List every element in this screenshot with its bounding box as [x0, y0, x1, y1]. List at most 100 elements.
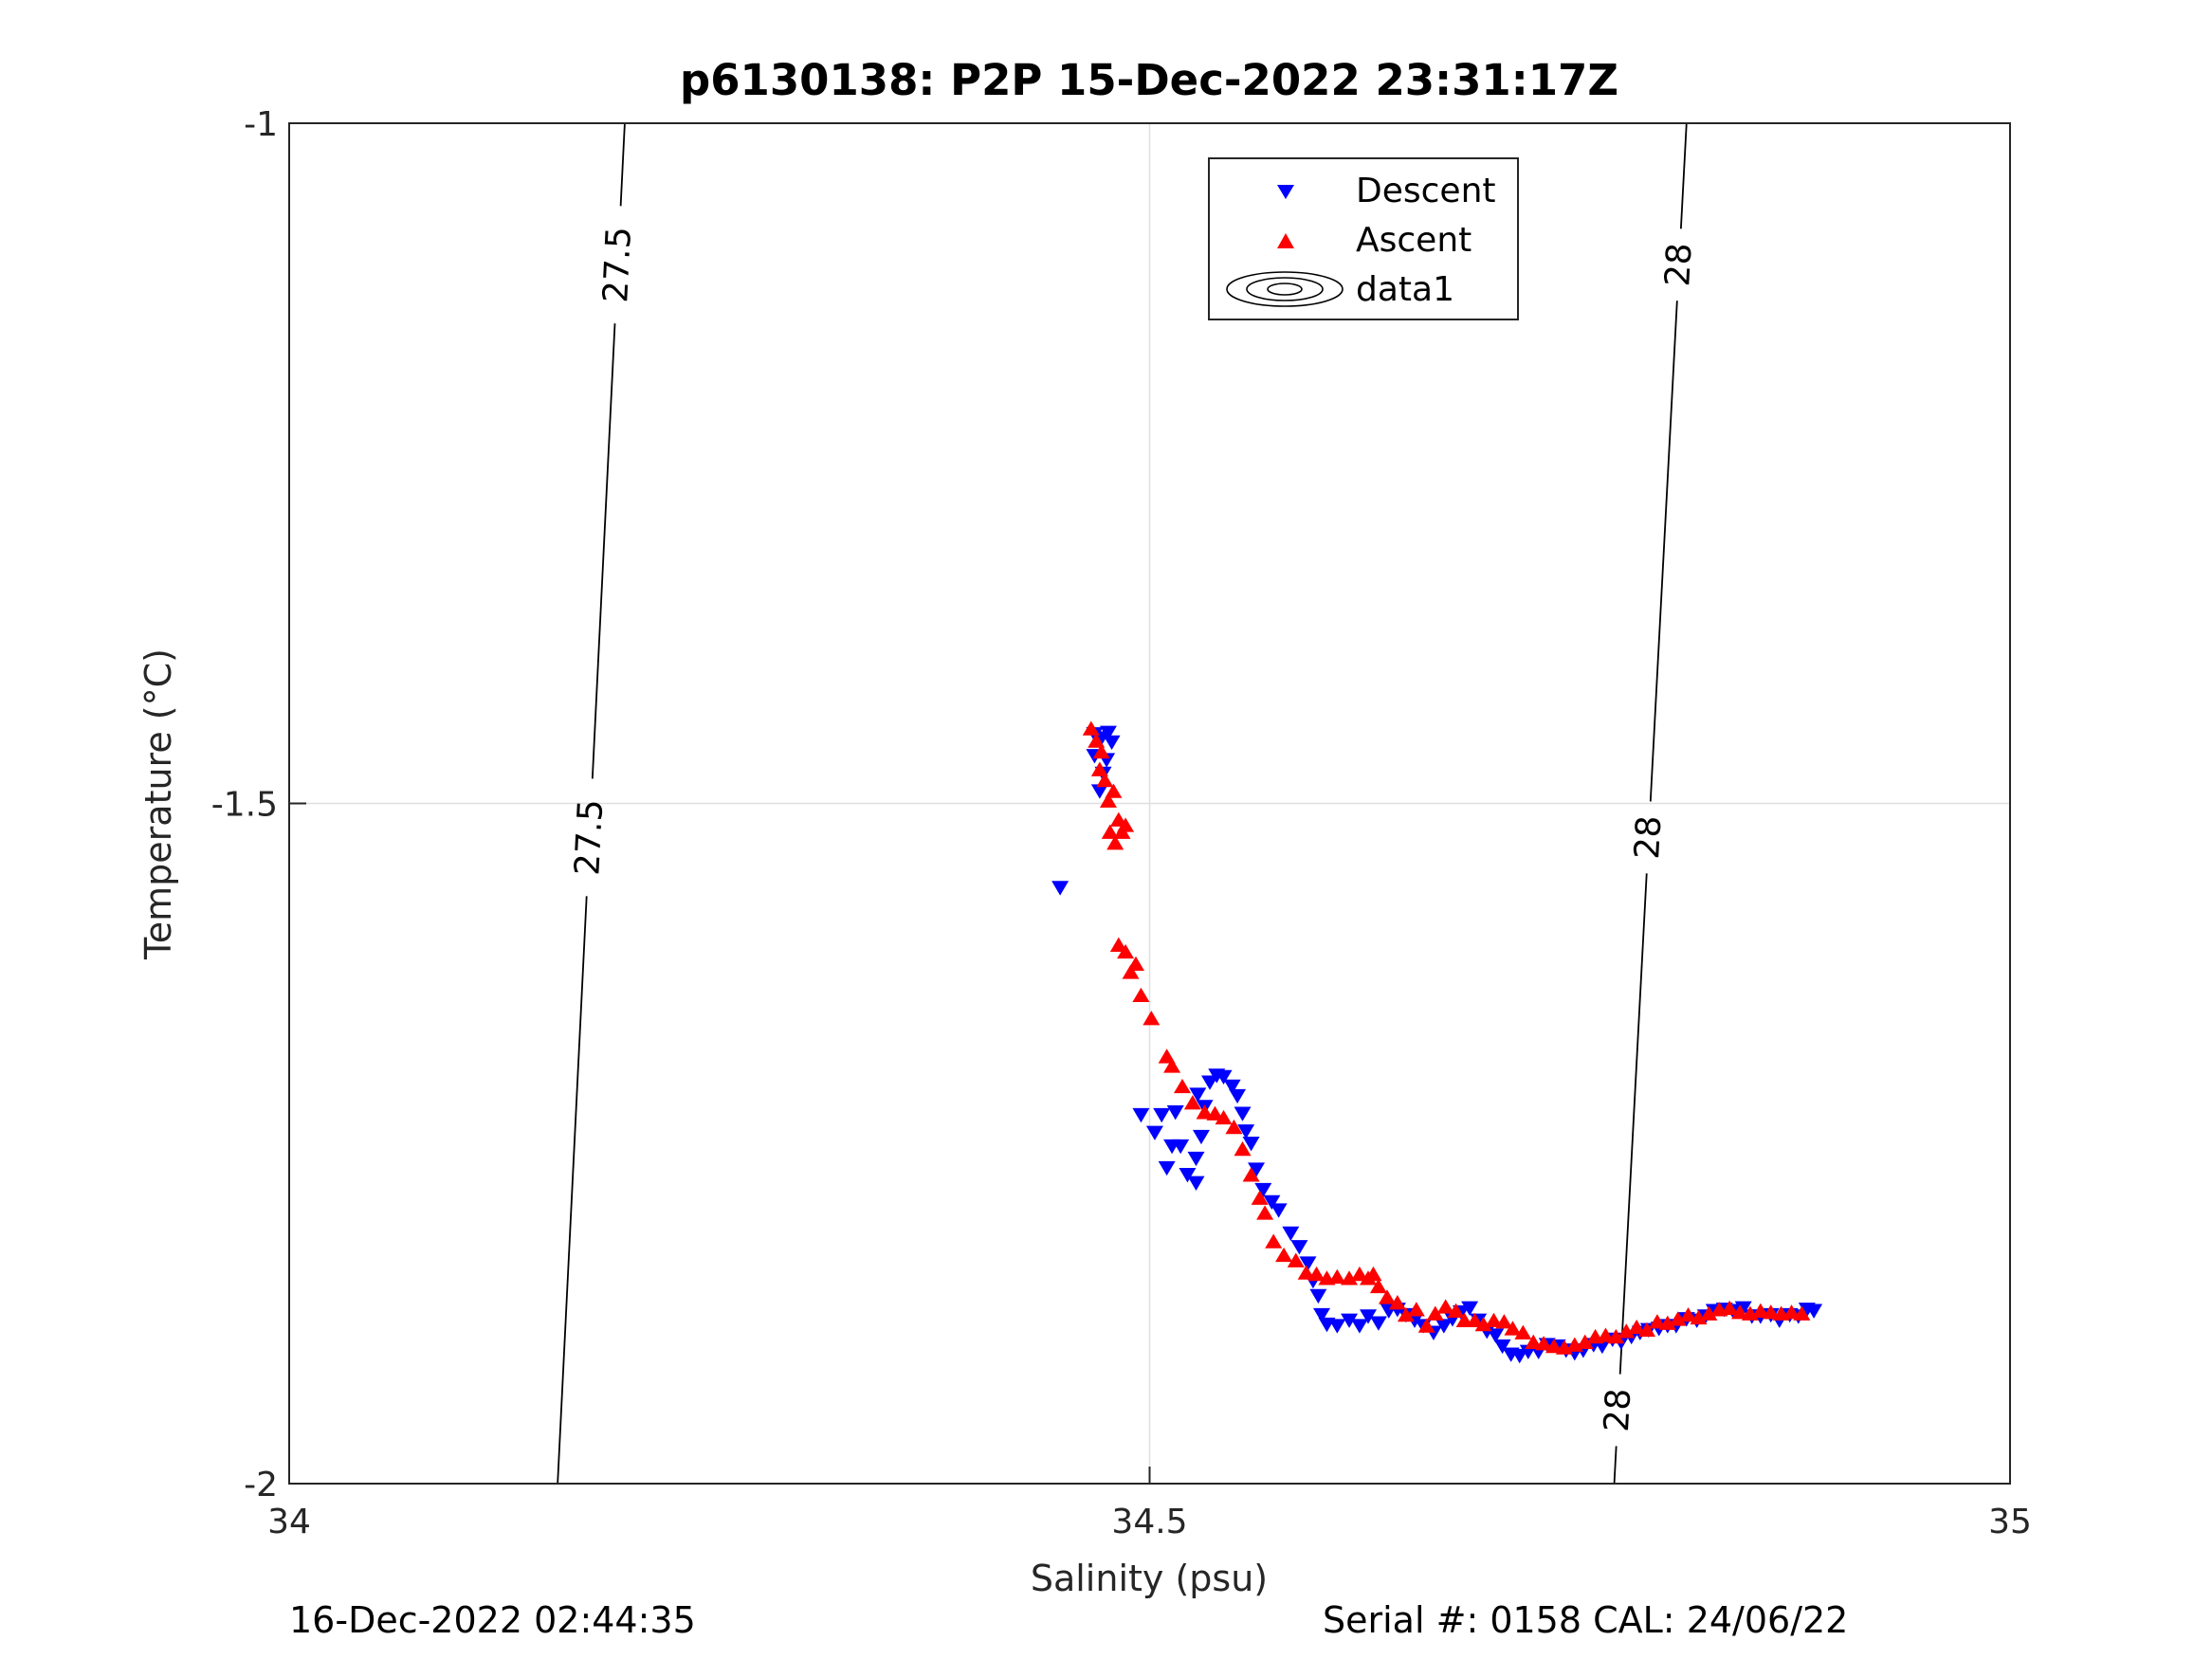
descent-point-3	[1099, 725, 1117, 740]
ascent-point-56	[1514, 1324, 1532, 1340]
descent-point-17	[1179, 1168, 1197, 1183]
ascent-point-67	[1628, 1319, 1646, 1335]
x-tick-label-1: 34.5	[1111, 1503, 1187, 1541]
legend-data1-label: data1	[1356, 270, 1454, 309]
descent-point-28	[1237, 1124, 1255, 1139]
ascent-point-6	[1105, 783, 1123, 798]
density-contours: 27.5 27.5 28 28 28	[557, 122, 1700, 1485]
ascent-point-14	[1122, 964, 1140, 979]
ascent-point-80	[1762, 1304, 1780, 1320]
chart-title: p6130138: P2P 15-Dec-2022 23:31:17Z	[680, 55, 1618, 105]
ascent-point-11	[1117, 817, 1135, 832]
ascent-point-68	[1638, 1322, 1656, 1338]
descent-point-16	[1187, 1151, 1205, 1167]
descent-point-35	[1290, 1240, 1308, 1255]
y-axis-label: Temperature (°C)	[137, 648, 179, 960]
x-tick-label-2: 35	[1988, 1503, 2032, 1541]
ascent-point-45	[1407, 1302, 1425, 1317]
ascent-point-29	[1256, 1205, 1274, 1220]
descent-point-61	[1510, 1348, 1528, 1364]
ascent-point-26	[1234, 1140, 1252, 1157]
ascent-point-20	[1173, 1078, 1191, 1094]
ascent-point-74	[1700, 1305, 1718, 1321]
ascent-point-47	[1426, 1305, 1444, 1321]
ascent-point-42	[1378, 1289, 1396, 1304]
ascent-point-53	[1485, 1312, 1503, 1327]
descent-point-24	[1215, 1069, 1233, 1085]
legend-ascent-marker	[1277, 233, 1294, 248]
descent-point-27	[1234, 1106, 1252, 1121]
ascent-series	[1082, 720, 1811, 1355]
ascent-point-69	[1648, 1314, 1666, 1329]
descent-point-20	[1189, 1087, 1207, 1103]
descent-point-34	[1282, 1226, 1300, 1242]
descent-point-11	[1145, 1125, 1163, 1140]
ascent-point-24	[1215, 1109, 1233, 1125]
ascent-point-48	[1436, 1299, 1454, 1314]
ascent-point-8	[1106, 835, 1124, 850]
descent-point-18	[1187, 1176, 1205, 1191]
contour-1-segment-0	[1613, 1446, 1618, 1485]
ascent-point-46	[1417, 1318, 1435, 1333]
ascent-point-28	[1251, 1190, 1269, 1205]
ascent-point-30	[1265, 1233, 1283, 1249]
legend: Descent Ascent data1	[1208, 157, 1519, 320]
ascent-point-22	[1196, 1104, 1214, 1120]
descent-point-22	[1201, 1075, 1219, 1090]
ascent-point-13	[1117, 943, 1135, 959]
ascent-point-38	[1350, 1266, 1368, 1282]
ascent-point-73	[1690, 1309, 1708, 1325]
ascent-point-15	[1126, 956, 1144, 972]
ascent-point-66	[1618, 1323, 1636, 1339]
ascent-point-62	[1576, 1334, 1594, 1349]
descent-point-38	[1309, 1288, 1327, 1304]
descent-point-26	[1229, 1088, 1247, 1104]
ascent-point-17	[1143, 1011, 1161, 1026]
ascent-point-71	[1669, 1311, 1687, 1326]
ascent-point-31	[1275, 1247, 1293, 1263]
ascent-point-36	[1328, 1268, 1346, 1285]
ascent-point-16	[1132, 987, 1150, 1003]
descent-point-43	[1350, 1319, 1368, 1334]
ascent-point-57	[1525, 1334, 1543, 1349]
contour-1-segment-end	[1679, 122, 1688, 229]
ascent-point-70	[1658, 1315, 1676, 1330]
contour-0-segment-end	[619, 122, 626, 207]
ascent-point-37	[1341, 1270, 1359, 1285]
descent-point-33	[1270, 1203, 1288, 1218]
ascent-point-55	[1504, 1321, 1522, 1336]
contour-1-label-2: 28	[1658, 242, 1699, 287]
descent-point-10	[1153, 1107, 1171, 1123]
descent-point-31	[1254, 1182, 1272, 1198]
legend-descent-label: Descent	[1356, 172, 1496, 210]
descent-point-4	[1103, 735, 1121, 751]
ascent-point-2	[1092, 743, 1110, 759]
ascent-point-21	[1183, 1095, 1201, 1110]
descent-point-36	[1299, 1256, 1317, 1271]
descent-point-59	[1493, 1339, 1511, 1355]
ascent-point-7	[1101, 824, 1119, 839]
ascent-point-4	[1096, 773, 1114, 788]
ascent-point-52	[1474, 1317, 1492, 1332]
ascent-point-64	[1597, 1327, 1615, 1342]
ascent-point-41	[1369, 1278, 1387, 1294]
ascent-point-82	[1782, 1304, 1801, 1320]
contour-0-segment-1	[591, 323, 616, 779]
ascent-point-0	[1082, 720, 1100, 736]
ascent-point-77	[1731, 1304, 1749, 1320]
descent-point-14	[1158, 1160, 1176, 1176]
ascent-point-23	[1206, 1105, 1224, 1121]
contour-0-label-1: 27.5	[596, 226, 639, 303]
ascent-point-32	[1287, 1252, 1305, 1267]
ascent-point-58	[1535, 1336, 1553, 1351]
descent-point-30	[1248, 1162, 1266, 1177]
footer-timestamp: 16-Dec-2022 02:44:35	[289, 1599, 696, 1641]
ascent-point-83	[1793, 1305, 1811, 1321]
descent-point-85	[1734, 1301, 1752, 1316]
ascent-point-19	[1163, 1058, 1181, 1073]
ascent-point-33	[1297, 1265, 1315, 1280]
contour-0-label-0: 27.5	[568, 798, 611, 876]
ascent-point-1	[1088, 733, 1106, 748]
legend-contour-icon	[1226, 271, 1344, 307]
ascent-point-3	[1090, 761, 1108, 776]
